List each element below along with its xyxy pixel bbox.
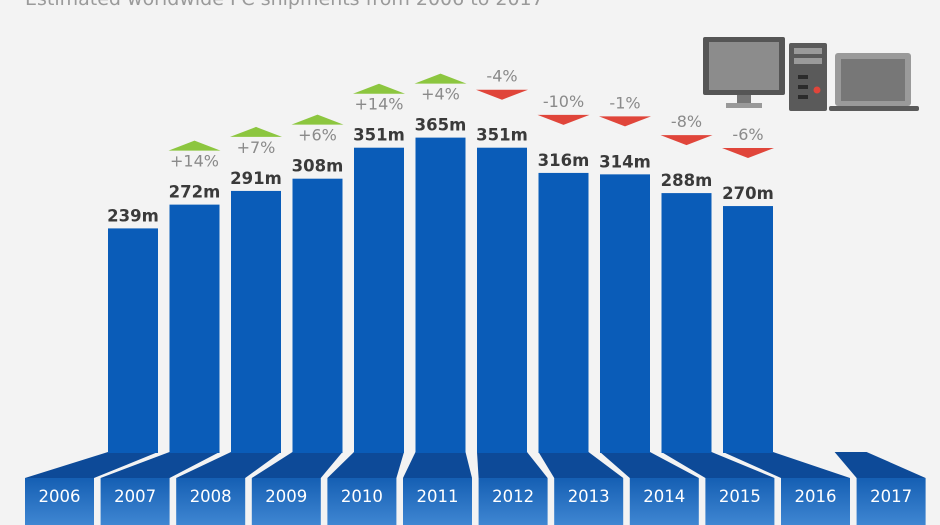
ribbon-2011 [403, 452, 472, 478]
year-label-2015: 2015 [719, 487, 761, 506]
year-label-2010: 2010 [341, 487, 383, 506]
value-label-2008: 291m [230, 169, 282, 188]
value-label-2011: 365m [415, 116, 467, 135]
desktop-monitor-icon [703, 37, 785, 108]
ribbon-2016 [723, 452, 850, 478]
down-arrow-icon [537, 114, 590, 125]
year-band-2006 [25, 478, 94, 525]
change-label-2009: +6% [298, 126, 337, 145]
value-label-2010: 351m [353, 126, 405, 145]
bar-2011 [415, 137, 466, 453]
year-label-2006: 2006 [39, 487, 81, 506]
year-label-2017: 2017 [870, 487, 912, 506]
bar-2012 [477, 147, 527, 454]
year-label-2012: 2012 [492, 487, 534, 506]
ribbon-2014 [600, 452, 699, 478]
value-label-2013: 316m [538, 151, 590, 170]
change-label-2007: +14% [170, 152, 219, 171]
down-arrow-icon [722, 148, 774, 159]
ribbon-2010 [327, 452, 404, 478]
bar-2009 [292, 178, 343, 453]
year-band-2014 [629, 478, 699, 525]
chart-subtitle: Estimated worldwide PC shipments from 20… [25, 0, 544, 10]
bar-2008 [231, 190, 281, 453]
year-band-2007 [100, 478, 170, 525]
year-band-2012 [478, 478, 548, 525]
down-arrow-icon [660, 135, 713, 146]
change-label-2008: +7% [237, 138, 276, 157]
down-arrow-icon [476, 89, 528, 100]
year-label-2008: 2008 [190, 487, 232, 506]
value-label-2016: 270m [722, 184, 774, 203]
value-label-2014: 314m [599, 152, 651, 171]
computer-icons [703, 37, 919, 111]
up-arrow-icon [230, 126, 282, 137]
year-band-2015 [705, 478, 775, 525]
change-label-2010: +14% [355, 95, 404, 114]
year-band-2013 [554, 478, 624, 525]
change-label-2011: +4% [421, 85, 460, 104]
ribbon-2012 [477, 452, 548, 478]
ribbon-2008 [176, 452, 281, 478]
change-label-2013: -10% [543, 92, 584, 111]
change-markers: +14% +7% +6% +14% +4% -4% -10% -1% -8% -6% [168, 67, 774, 171]
bar-2013 [538, 172, 589, 453]
ribbon-2013 [538, 452, 624, 478]
value-labels: 239m 272m 291m 308m 351m 365m 351m 316m 314m 288m… [107, 116, 774, 226]
year-band-2011 [403, 478, 472, 525]
year-label-2013: 2013 [568, 487, 610, 506]
ribbon-2007 [100, 452, 220, 478]
down-arrow-icon [599, 116, 651, 127]
value-label-2012: 351m [476, 126, 528, 145]
year-bands: 2006 2007 2008 2009 2010 2011 2012 2013 2014 2015… [25, 478, 926, 525]
up-arrow-icon [291, 114, 344, 125]
laptop-icon [829, 53, 919, 111]
up-arrow-icon [353, 83, 405, 94]
year-band-2017 [856, 478, 926, 525]
bar-2007 [169, 204, 220, 453]
ribbon-2017 [834, 452, 926, 478]
bar-2014 [600, 174, 650, 454]
change-label-2015: -8% [671, 112, 702, 131]
value-label-2006: 239m [107, 206, 159, 225]
up-arrow-icon [168, 140, 221, 151]
ribbon-2015 [661, 452, 775, 478]
bar-2015 [661, 193, 712, 453]
bar-2010 [354, 147, 404, 454]
year-band-2008 [176, 478, 246, 525]
year-label-2007: 2007 [114, 487, 156, 506]
change-label-2016: -6% [732, 125, 763, 144]
pc-tower-icon [789, 43, 827, 111]
value-label-2009: 308m [292, 157, 344, 176]
up-arrow-icon [414, 73, 467, 84]
bar-2006 [108, 228, 158, 453]
year-label-2014: 2014 [643, 487, 685, 506]
value-label-2015: 288m [661, 171, 713, 190]
year-band-2009 [251, 478, 321, 525]
ribbon-2009 [251, 452, 343, 478]
year-band-2010 [327, 478, 397, 525]
year-ribbons [25, 452, 926, 478]
change-label-2012: -4% [486, 67, 517, 86]
year-label-2009: 2009 [265, 487, 307, 506]
value-label-2007: 272m [169, 183, 221, 202]
change-label-2014: -1% [609, 93, 640, 112]
year-band-2016 [781, 478, 850, 525]
year-label-2016: 2016 [795, 487, 837, 506]
year-label-2011: 2011 [417, 487, 459, 506]
bars [108, 137, 773, 454]
bar-2016 [723, 206, 773, 453]
ribbon-2006 [25, 452, 158, 478]
